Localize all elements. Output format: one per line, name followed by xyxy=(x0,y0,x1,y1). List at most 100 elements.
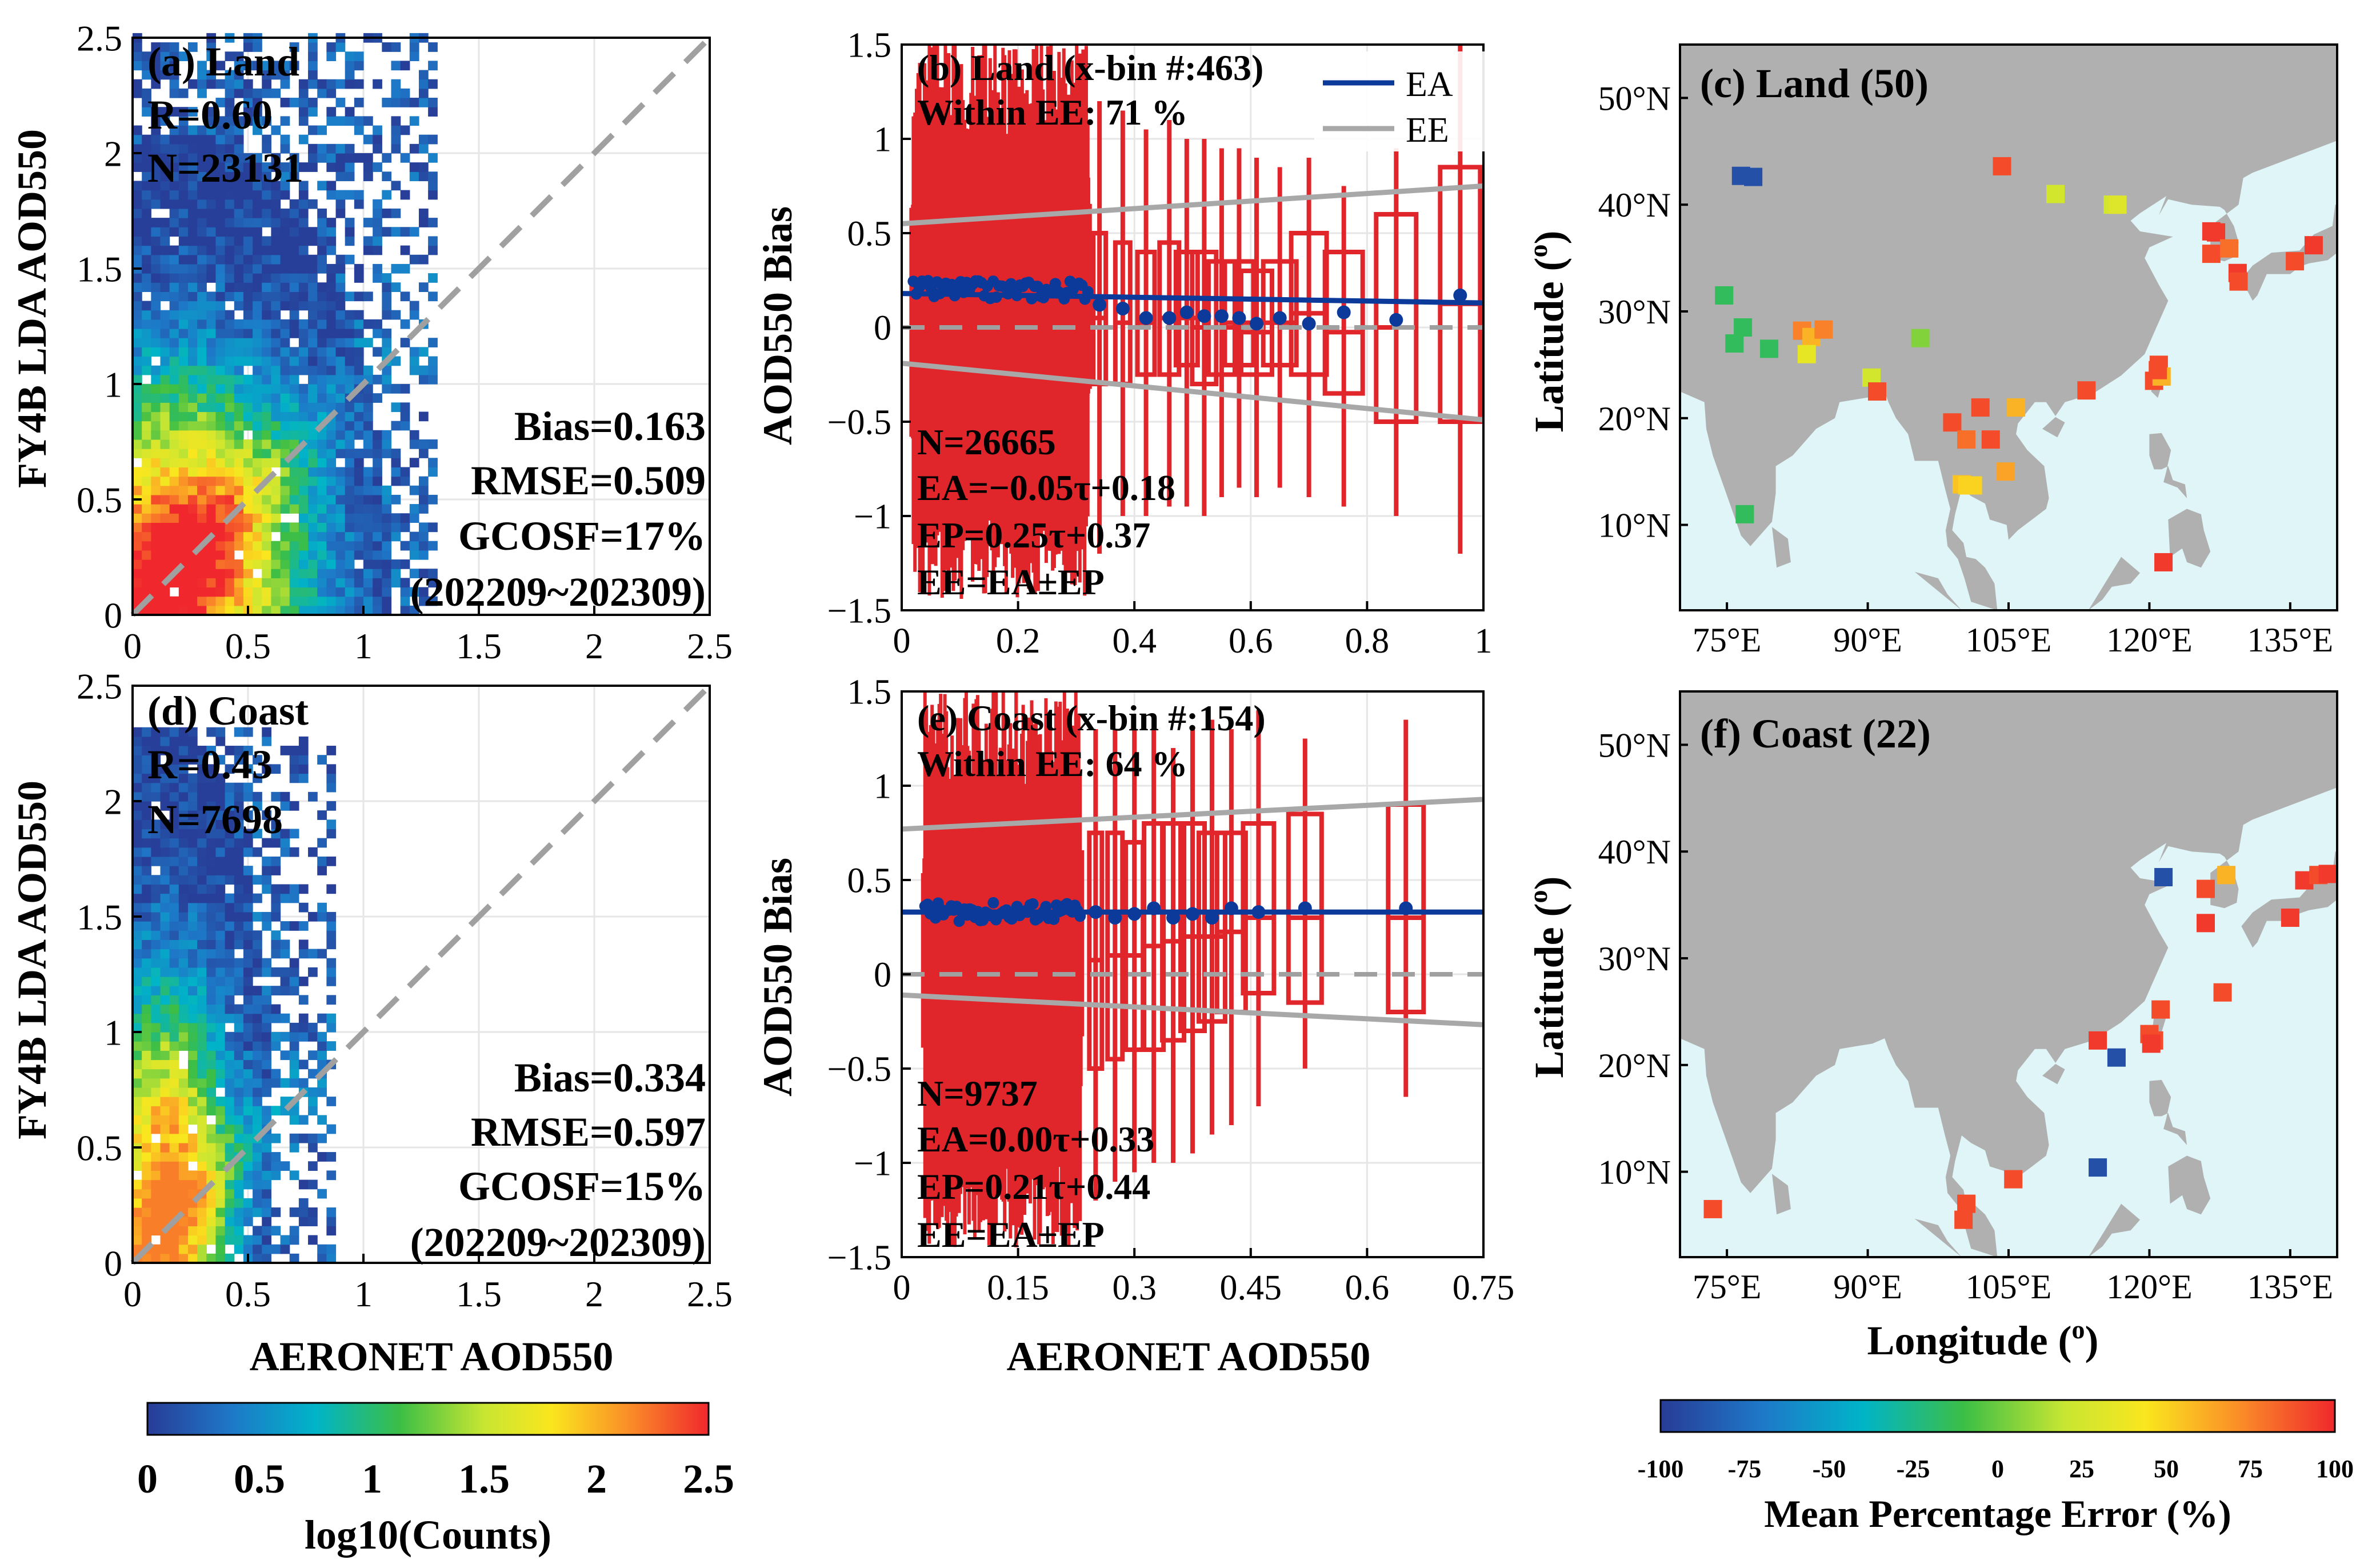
heatmap-cell-168 xyxy=(160,1253,170,1263)
heatmap-cell-654 xyxy=(234,810,244,820)
heatmap-cell-592 xyxy=(225,411,235,422)
heatmap-cell-804 xyxy=(271,1078,281,1088)
heatmap-cell-576 xyxy=(225,1078,235,1088)
heatmap-cell-578 xyxy=(225,541,235,551)
heatmap-cell-662 xyxy=(243,1244,253,1254)
heatmap-cell-1387 xyxy=(363,291,373,302)
heatmap-cell-327 xyxy=(178,819,189,830)
heatmap-cell-191 xyxy=(160,421,170,431)
heatmap-cell-1594 xyxy=(428,439,438,449)
heatmap-cell-1566 xyxy=(418,449,429,458)
heatmap-cell-923 xyxy=(280,449,290,458)
heatmap-cell-90 xyxy=(142,282,151,292)
heatmap-cell-96 xyxy=(142,893,151,903)
heatmap-cell-530 xyxy=(215,995,226,1005)
heatmap-cell-348 xyxy=(187,1152,198,1162)
heatmap-cell-718 xyxy=(243,310,253,320)
heatmap-cell-1085 xyxy=(308,384,318,394)
heatmap-cell-1332 xyxy=(354,449,364,458)
land-srilanka xyxy=(1772,1174,1791,1215)
heatmap-cell-29 xyxy=(133,977,142,986)
heatmap-cell-1426 xyxy=(373,227,382,237)
heatmap-cell-1412 xyxy=(373,467,382,477)
heatmap-cell-432 xyxy=(197,893,207,903)
heatmap-cell-79 xyxy=(142,1050,151,1061)
heatmap-cell-1537 xyxy=(409,458,419,468)
mean-dot-dense-46 xyxy=(1040,901,1052,913)
heatmap-cell-476 xyxy=(206,986,217,995)
heatmap-cell-789 xyxy=(253,181,262,191)
heatmap-cell-64 xyxy=(142,541,151,551)
station-marker-12 xyxy=(1868,382,1886,401)
heatmap-cell-807 xyxy=(271,1032,281,1042)
heatmap-cell-524 xyxy=(215,513,226,523)
heatmap-cell-1328 xyxy=(354,485,364,495)
heatmap-cell-882 xyxy=(271,347,281,357)
heatmap-cell-229 xyxy=(169,1207,179,1217)
heatmap-cell-1033 xyxy=(298,384,309,394)
heatmap-cell-705 xyxy=(243,810,253,820)
heatmap-cell-239 xyxy=(169,1115,179,1125)
heatmap-cell-98 xyxy=(142,208,151,218)
heatmap-cell-1156 xyxy=(317,218,327,227)
heatmap-cell-835 xyxy=(280,986,290,995)
heatmap-cell-1339 xyxy=(354,374,364,385)
heatmap-cell-557 xyxy=(215,727,226,737)
heatmap-cell-418 xyxy=(197,1022,207,1033)
heatmap-cell-1565 xyxy=(418,476,429,486)
heatmap-cell-1433 xyxy=(373,125,382,135)
heatmap-cell-92 xyxy=(142,930,151,940)
heatmap-cell-137 xyxy=(151,384,161,394)
heatmap-cell-990 xyxy=(289,310,299,320)
heatmap-cell-1453 xyxy=(382,384,392,394)
heatmap-cell-340 xyxy=(178,88,189,98)
heatmap-cell-1307 xyxy=(345,162,355,172)
heatmap-cell-357 xyxy=(187,467,198,477)
heatmap-cell-649 xyxy=(234,430,244,440)
heatmap-cell-1586 xyxy=(428,596,438,606)
colorbar-mpe-tick-8: 100 xyxy=(2316,1455,2354,1483)
heatmap-cell-1473 xyxy=(391,569,401,578)
heatmap-cell-162 xyxy=(151,134,161,145)
panel-d-stat-r: R=0.43 xyxy=(147,742,273,787)
heatmap-cell-114 xyxy=(151,596,161,606)
plot-area xyxy=(902,45,1483,599)
heatmap-cell-1005 xyxy=(289,153,299,163)
heatmap-cell-482 xyxy=(206,930,217,940)
mean-dot-10 xyxy=(1302,317,1316,331)
heatmap-cell-380 xyxy=(187,254,198,265)
heatmap-cell-261 xyxy=(169,282,179,292)
heatmap-cell-162 xyxy=(151,773,161,783)
heatmap-cell-1103 xyxy=(308,162,318,172)
heatmap-cell-1528 xyxy=(409,605,419,615)
x-tick-label-2: 105°E xyxy=(1966,621,2052,659)
heatmap-cell-810 xyxy=(271,986,281,995)
heatmap-cell-1544 xyxy=(409,301,419,311)
heatmap-cell-460 xyxy=(206,1142,217,1153)
heatmap-cell-1235 xyxy=(335,430,346,440)
heatmap-cell-894 xyxy=(271,236,281,246)
heatmap-cell-754 xyxy=(262,1253,271,1263)
land-hainan xyxy=(2042,417,2065,438)
heatmap-cell-806 xyxy=(262,559,271,569)
heatmap-cell-834 xyxy=(280,1013,290,1023)
heatmap-cell-353 xyxy=(187,504,198,514)
heatmap-cell-573 xyxy=(225,1106,235,1116)
heatmap-cell-617 xyxy=(234,1170,244,1181)
heatmap-cell-1399 xyxy=(373,587,382,597)
heatmap-cell-354 xyxy=(187,1087,198,1097)
heatmap-cell-1234 xyxy=(335,439,346,449)
heatmap-cell-493 xyxy=(206,245,217,255)
heatmap-cell-752 xyxy=(253,773,262,783)
heatmap-cell-231 xyxy=(169,559,179,569)
heatmap-cell-8 xyxy=(133,531,142,542)
heatmap-cell-814 xyxy=(271,930,281,940)
heatmap-cell-780 xyxy=(253,263,262,274)
x-tick-label-3: 120°E xyxy=(2106,1268,2193,1306)
heatmap-cell-823 xyxy=(271,819,281,830)
heatmap-cell-1040 xyxy=(298,301,309,311)
heatmap-cell-1582 xyxy=(418,88,429,98)
heatmap-cell-365 xyxy=(187,986,198,995)
heatmap-cell-973 xyxy=(326,764,337,774)
heatmap-cell-1289 xyxy=(345,402,355,413)
